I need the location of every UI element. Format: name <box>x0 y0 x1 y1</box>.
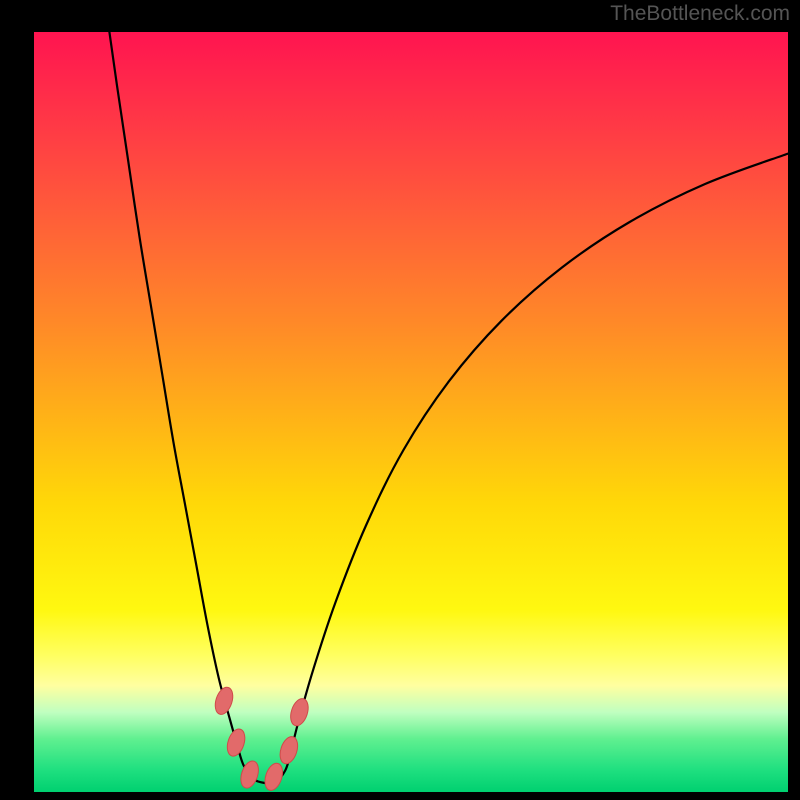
watermark-text: TheBottleneck.com <box>610 2 790 26</box>
gradient-background <box>34 32 788 792</box>
plot-svg <box>34 32 788 792</box>
plot-area <box>34 32 788 792</box>
figure-root: TheBottleneck.com <box>0 0 800 800</box>
